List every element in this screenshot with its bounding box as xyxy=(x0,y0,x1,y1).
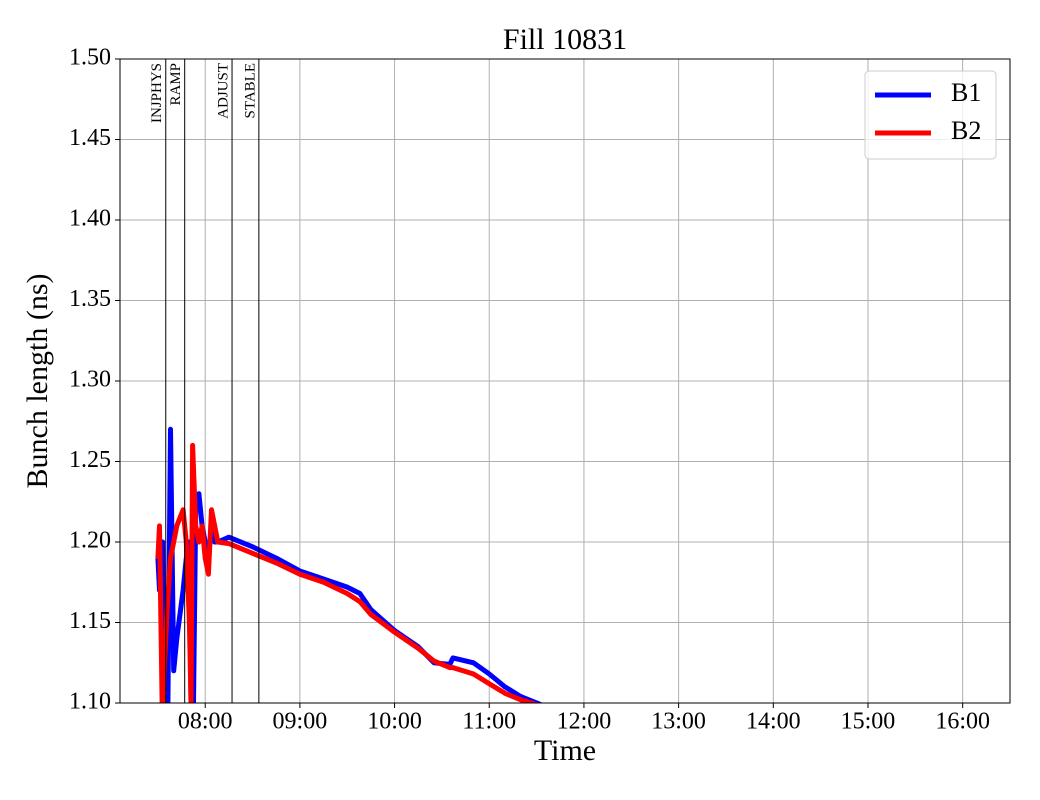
y-tick-label: 1.40 xyxy=(69,206,111,232)
plot-lines xyxy=(155,426,544,703)
y-tick-label: 1.45 xyxy=(69,125,111,151)
phase-label: STABLE xyxy=(242,63,258,118)
phase-label: RAMP xyxy=(168,63,184,106)
y-tick-label: 1.50 xyxy=(69,45,111,71)
y-tick-label: 1.15 xyxy=(69,608,111,634)
x-tick-label: 09:00 xyxy=(273,709,328,735)
x-tick-label: 10:00 xyxy=(367,709,422,735)
y-tick-label: 1.25 xyxy=(69,447,111,473)
y-tick-label: 1.30 xyxy=(69,367,111,393)
phase-label: INJPHYS xyxy=(149,63,165,123)
y-tick-label: 1.20 xyxy=(69,528,111,554)
x-tick-label: 14:00 xyxy=(746,709,801,735)
legend-label: B2 xyxy=(951,116,981,145)
x-tick-label: 16:00 xyxy=(935,709,990,735)
y-tick-label: 1.10 xyxy=(69,689,111,715)
x-tick-label: 12:00 xyxy=(557,709,612,735)
legend-label: B1 xyxy=(951,78,981,107)
y-axis-label: Bunch length (ns) xyxy=(21,274,54,489)
data-line xyxy=(155,442,540,703)
x-tick-label: 11:00 xyxy=(462,709,516,735)
phase-label: ADJUST xyxy=(215,63,231,119)
x-tick-label: 08:00 xyxy=(178,709,233,735)
y-tick-label: 1.35 xyxy=(69,286,111,312)
x-tick-label: 15:00 xyxy=(841,709,896,735)
plot-frame xyxy=(119,58,1011,704)
x-tick-label: 13:00 xyxy=(651,709,706,735)
x-axis-label: Time xyxy=(534,734,596,767)
chart-title: Fill 10831 xyxy=(503,23,627,56)
